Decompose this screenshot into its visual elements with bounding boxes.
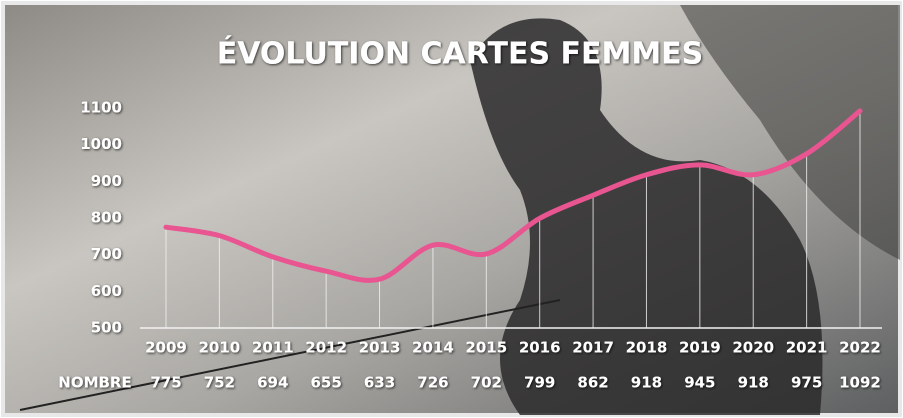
x-tick-label: 2020 <box>732 339 774 357</box>
value-label: 655 <box>310 374 341 392</box>
y-tick-label: 1000 <box>80 135 122 153</box>
x-tick-label: 2009 <box>145 339 187 357</box>
x-tick-label: 2017 <box>572 339 614 357</box>
value-label: 799 <box>524 374 555 392</box>
y-tick-label: 700 <box>91 245 122 263</box>
x-tick-label: 2016 <box>519 339 561 357</box>
series-name: NOMBRE <box>58 374 131 392</box>
value-label: 918 <box>738 374 769 392</box>
x-tick-label: 2019 <box>679 339 721 357</box>
y-tick-label: 500 <box>91 319 122 337</box>
y-tick-label: 800 <box>91 209 122 227</box>
chart-title: ÉVOLUTION CARTES FEMMES <box>217 36 704 72</box>
value-label: 862 <box>577 374 608 392</box>
y-tick-label: 900 <box>91 172 122 190</box>
chart: ÉVOLUTION CARTES FEMMES 500 600 700 800 900 1… <box>0 0 903 418</box>
value-label: 694 <box>257 374 288 392</box>
x-tick-label: 2015 <box>465 339 507 357</box>
y-tick-label: 1100 <box>80 99 122 117</box>
x-tick-label: 2013 <box>359 339 401 357</box>
x-tick-label: 2012 <box>305 339 347 357</box>
x-tick-label: 2022 <box>839 339 881 357</box>
page: {"chart_data": {"type": "line", "title":… <box>0 0 903 418</box>
x-tick-label: 2010 <box>199 339 241 357</box>
x-tick-label: 2018 <box>626 339 668 357</box>
value-label: 702 <box>471 374 502 392</box>
x-tick-label: 2011 <box>252 339 294 357</box>
x-tick-label: 2014 <box>412 339 454 357</box>
value-label: 918 <box>631 374 662 392</box>
value-label: 726 <box>417 374 448 392</box>
y-tick-label: 600 <box>91 282 122 300</box>
value-label: 752 <box>204 374 235 392</box>
value-label: 1092 <box>839 374 881 392</box>
value-label: 633 <box>364 374 395 392</box>
x-tick-label: 2021 <box>786 339 828 357</box>
value-label: 975 <box>791 374 822 392</box>
value-label: 945 <box>684 374 715 392</box>
value-label: 775 <box>150 374 181 392</box>
